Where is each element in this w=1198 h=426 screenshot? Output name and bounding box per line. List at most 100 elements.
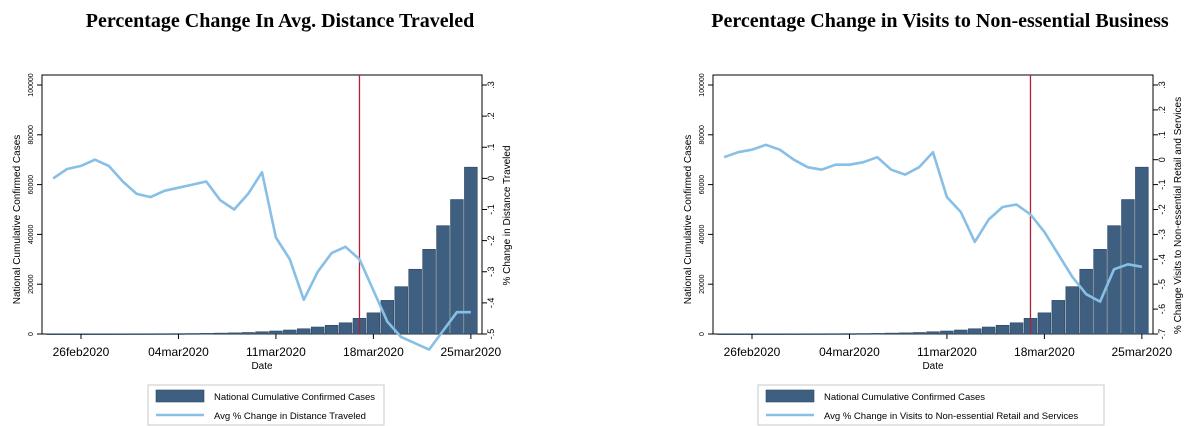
case-bar [1065, 286, 1079, 335]
case-bar [199, 333, 214, 335]
case-bar [116, 333, 130, 335]
case-bar [46, 333, 60, 335]
chart-2: 0 20000 40000 60000 80000 100000 National Cumu… [683, 73, 1184, 426]
x-tick-label: 11mar2020 [917, 345, 977, 359]
case-bar [310, 326, 325, 335]
case-bar [450, 199, 464, 335]
case-bar [1107, 225, 1121, 335]
legend-box [757, 384, 1105, 426]
case-bar [1079, 268, 1093, 335]
x-tick-label: 18mar2020 [1014, 345, 1075, 359]
case-bar [1093, 249, 1107, 335]
y2-axis-label: % Change Visits to Non-essential Retail … [1173, 97, 1184, 334]
chart-1-title: Percentage Change In Avg. Distance Trave… [85, 10, 475, 32]
case-bar [926, 331, 940, 335]
chart-2-title: Percentage Change in Visits to Non-essen… [711, 10, 1169, 32]
y2-tick-label: .1 [1157, 131, 1167, 139]
y-tick-label: 40000 [699, 225, 706, 245]
case-bar [185, 333, 200, 335]
y2-tick-label: 0 [1157, 157, 1167, 162]
case-bar [408, 268, 422, 335]
y2-axis-label: % Change in Distance Traveled [502, 145, 513, 285]
y2-tick-label: .2 [486, 112, 496, 120]
y2-tick-label: -.1 [1157, 179, 1167, 190]
x-tick-label: 04mar2020 [148, 345, 209, 359]
case-bar [1135, 166, 1149, 335]
case-bar [227, 332, 241, 335]
case-bar [60, 333, 74, 335]
case-bar [283, 329, 297, 335]
case-bar [717, 333, 731, 335]
case-bar [828, 333, 843, 335]
case-bar [800, 333, 815, 335]
y2-tick-label: -.3 [486, 266, 496, 277]
y-tick-label: 100000 [699, 73, 706, 96]
y2-tick-label: .2 [1157, 106, 1167, 114]
case-bar [884, 332, 898, 335]
case-bar [968, 328, 982, 335]
y2-tick-label: -.5 [1157, 279, 1167, 290]
legend-bar-swatch [155, 389, 205, 403]
y2-tick-label: .1 [486, 143, 496, 151]
x-axis-label: Date [922, 361, 944, 372]
case-bar [954, 329, 968, 335]
y-axis-label: National Cumulative Confirmed Cases [683, 135, 694, 305]
y2-tick-label: .3 [1157, 81, 1167, 89]
case-bar [213, 332, 227, 335]
legend-bar-swatch [765, 389, 815, 403]
case-bar [814, 333, 829, 335]
y2-tick-label: -.2 [486, 235, 496, 246]
case-bar [898, 332, 912, 335]
x-axis-label: Date [251, 361, 273, 372]
case-bar [1037, 312, 1052, 335]
case-bar [773, 333, 787, 335]
y-tick-label: 20000 [699, 274, 706, 294]
y-tick-label: 0 [699, 332, 706, 336]
y2-tick-label: -.2 [1157, 204, 1167, 215]
y-tick-label: 80000 [28, 125, 35, 145]
x-tick-label: 25mar2020 [1112, 345, 1173, 359]
y2-tick-label: -.7 [1157, 329, 1167, 340]
legend-box [147, 384, 385, 426]
case-bar [269, 330, 283, 335]
case-bar [436, 225, 450, 335]
x-tick-label: 25mar2020 [441, 345, 502, 359]
chart-1: 0 20000 40000 60000 80000 100000 National Cumu… [12, 73, 513, 426]
case-bar [241, 332, 255, 335]
y-tick-label: 80000 [699, 125, 706, 145]
y-tick-label: 40000 [28, 225, 35, 245]
x-tick-label: 04mar2020 [819, 345, 880, 359]
case-bar [102, 333, 116, 335]
x-tick-label: 11mar2020 [246, 345, 306, 359]
case-bar [366, 312, 381, 335]
x-tick-label: 18mar2020 [343, 345, 404, 359]
case-bar [995, 324, 1010, 335]
y-tick-label: 100000 [28, 73, 35, 96]
case-bar [464, 166, 478, 335]
legend-line-label: Avg % Change in Distance Traveled [214, 411, 366, 422]
legend-bar-label: National Cumulative Confirmed Cases [824, 392, 985, 403]
case-bar [912, 332, 926, 335]
case-bar [759, 333, 773, 335]
y-axis-label: National Cumulative Confirmed Cases [12, 135, 23, 305]
y-tick-label: 60000 [699, 175, 706, 195]
case-bar [324, 324, 339, 335]
case-bar [255, 331, 269, 335]
y-tick-label: 0 [28, 332, 35, 336]
y2-tick-label: -.4 [1157, 254, 1167, 265]
case-bar [981, 326, 996, 335]
y2-tick-label: 0 [486, 176, 496, 181]
y-tick-label: 60000 [28, 175, 35, 195]
case-bar [1009, 322, 1024, 335]
y2-tick-label: -.1 [486, 204, 496, 215]
case-bar [88, 333, 102, 335]
case-bar [394, 286, 408, 335]
legend-line-label: Avg % Change in Visits to Non-essential … [824, 411, 1078, 422]
case-bar [422, 249, 436, 335]
case-bar [338, 322, 353, 335]
case-bar [856, 333, 871, 335]
case-bar [1051, 300, 1066, 335]
case-bar [940, 330, 954, 335]
y2-tick-label: -.3 [1157, 229, 1167, 240]
y-tick-label: 20000 [28, 274, 35, 294]
